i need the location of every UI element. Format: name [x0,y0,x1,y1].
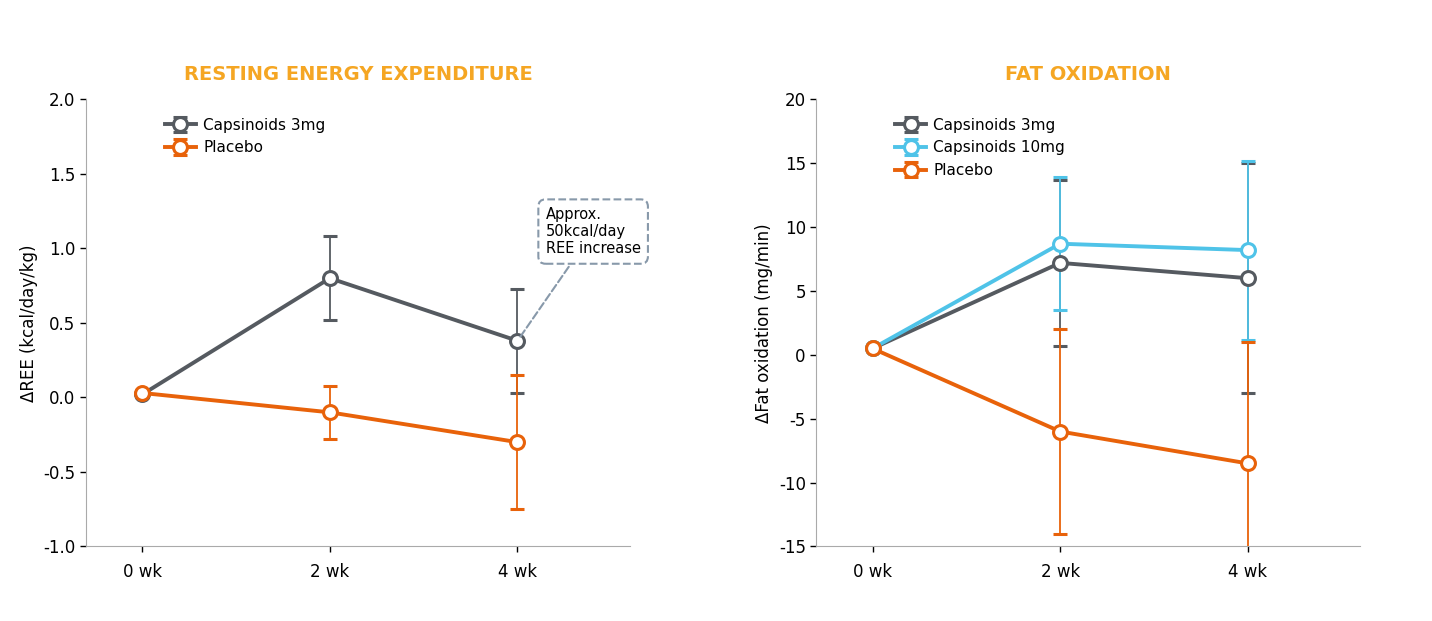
Legend: Capsinoids 3mg, Placebo: Capsinoids 3mg, Placebo [159,112,332,161]
Title: RESTING ENERGY EXPENDITURE: RESTING ENERGY EXPENDITURE [183,65,533,84]
Y-axis label: ΔFat oxidation (mg/min): ΔFat oxidation (mg/min) [755,223,773,423]
Text: Approx.
50kcal/day
REE increase: Approx. 50kcal/day REE increase [518,207,640,338]
Y-axis label: ΔREE (kcal/day/kg): ΔREE (kcal/day/kg) [20,244,37,402]
Title: FAT OXIDATION: FAT OXIDATION [1005,65,1171,84]
Legend: Capsinoids 3mg, Capsinoids 10mg, Placebo: Capsinoids 3mg, Capsinoids 10mg, Placebo [889,112,1071,184]
